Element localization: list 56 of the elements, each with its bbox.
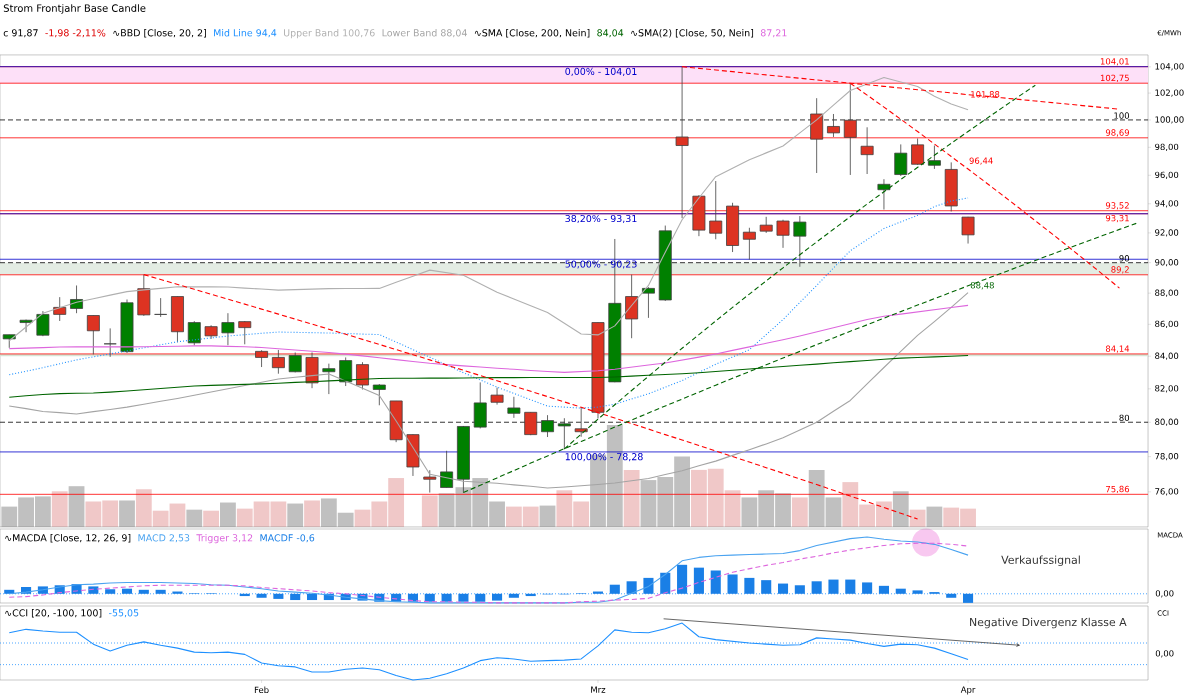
y-tick-label: 82,00	[1155, 385, 1179, 393]
text: Lower Band 88,04	[382, 29, 467, 38]
text: 0,00	[1155, 650, 1174, 658]
annotation: Verkaufssignal	[1001, 555, 1080, 567]
annotation: Negative Divergenz Klasse A	[970, 617, 1127, 629]
text: Trigger 3,12	[196, 534, 253, 544]
y-tick-label: 94,00	[1155, 200, 1179, 208]
ref-line-label: 89,2	[1111, 266, 1129, 274]
y-tick-label: 90,00	[1155, 259, 1179, 267]
ref-line-label: 93,31	[1105, 214, 1129, 223]
y-tick-label: 78,00	[1155, 452, 1179, 461]
annotation: 101,88	[971, 91, 1000, 99]
ref-line-label: 90	[1119, 255, 1130, 262]
y-tick-label: 86,00	[1155, 320, 1179, 328]
y-tick-label: 96,00	[1155, 171, 1179, 179]
text: ∿SMA(2) [Close, 50, Nein]	[631, 29, 754, 38]
text: ∿CCI [20, -100, 100]	[5, 609, 102, 618]
annotation: 96,44	[969, 157, 993, 165]
chart-subtitle: c 91,87	[3, 29, 38, 38]
y-tick-label: 98,00	[1155, 143, 1179, 151]
annotation: 88,48	[970, 282, 994, 290]
annotation: 0,00% - 104,01	[565, 67, 637, 76]
y-tick-label: 102,00	[1155, 89, 1184, 97]
text: 87,21	[760, 29, 787, 38]
y-tick-label: 76,00	[1155, 488, 1179, 496]
y-tick-label: 92,00	[1155, 229, 1179, 237]
ref-line-label: 104,01	[1100, 58, 1129, 66]
x-tick-label: Apr	[960, 686, 976, 695]
y-tick-label: 88,00	[1155, 289, 1179, 297]
ref-line-label: 93,52	[1105, 202, 1129, 210]
ref-line-label: 102,75	[1100, 74, 1129, 82]
y-tick-label: 80,00	[1155, 418, 1179, 426]
x-tick-label: Feb	[254, 686, 269, 694]
y-tick-label: 100,00	[1155, 116, 1184, 124]
ref-line-label: 75,86	[1106, 485, 1130, 494]
text: -55,05	[109, 609, 139, 618]
text: ∿BBD [Close, 20, 2]	[113, 29, 206, 38]
annotation: ∿MACDA [Close, 12, 26, 9]	[5, 534, 131, 543]
text: ∿SMA [Close, 200, Nein]	[474, 29, 590, 38]
text: MACD 2,53	[138, 534, 190, 543]
chart-title: Strom Frontjahr Base Candle	[3, 4, 146, 14]
x-tick-label: Mrz	[591, 686, 606, 693]
text: Upper Band 100,76	[284, 29, 375, 39]
ref-line-label: 84,14	[1105, 345, 1130, 353]
text: 0,00	[1155, 590, 1174, 598]
annotation: 38,20% - 93,31	[565, 214, 637, 224]
text: -1,98 -2,11%	[45, 29, 106, 38]
ref-line-label: 100	[1114, 112, 1130, 119]
text: MACDF -0,6	[260, 534, 315, 543]
annotation: 100,00% - 78,28	[565, 453, 643, 462]
y-tick-label: 84,00	[1155, 352, 1179, 360]
text: 84,04	[597, 29, 624, 38]
y-tick-label: 104,00	[1155, 63, 1184, 71]
text: Mid Line 94,4	[214, 29, 277, 38]
ref-line-label: 80	[1119, 414, 1130, 422]
ref-line-label: 98,69	[1105, 129, 1130, 137]
